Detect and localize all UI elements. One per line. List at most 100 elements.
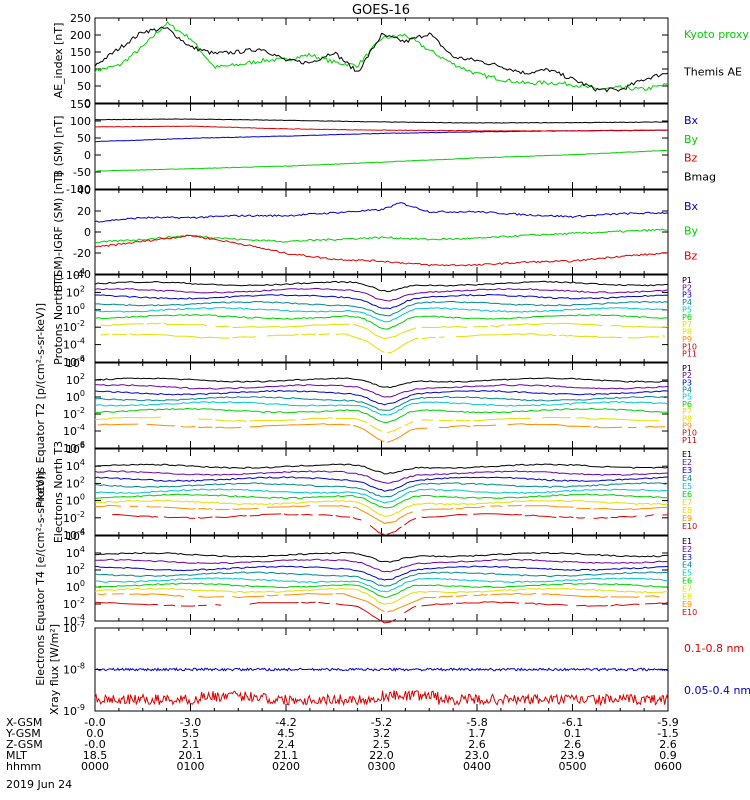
legend-entry: P11 (682, 350, 697, 359)
ephemeris-value: 5.5 (182, 727, 200, 740)
legend-entry: 0.05-0.4 nm (684, 684, 750, 697)
y-tick-label: 10-2 (63, 319, 85, 334)
y-tick-label: 10-4 (63, 337, 85, 352)
flux-channel-line (94, 407, 669, 423)
ephemeris-value: 0.9 (659, 749, 677, 762)
y-tick-label: 100 (66, 389, 85, 404)
legend-entry: Bz (684, 152, 698, 165)
y-tick-label: -100 (66, 183, 91, 196)
y-tick-label: 10-4 (63, 423, 85, 438)
legend-entry: E2 (682, 458, 692, 467)
legend-entry: Bmag (684, 170, 716, 183)
y-tick-label: 250 (70, 12, 91, 25)
flux-channel-line (94, 300, 669, 317)
series-line-themis-ae (94, 26, 669, 93)
y-tick-label: 0 (84, 226, 91, 239)
flux-channel-line (94, 416, 660, 434)
ephemeris-value: 22.0 (369, 749, 394, 762)
y-axis-label: Protons Equator T2 [p/(cm²-s-sr-keV)] (34, 303, 47, 508)
y-tick-label: 10-2 (63, 510, 85, 525)
y-tick-label: 10-7 (63, 620, 85, 635)
legend-entry: P8 (682, 414, 692, 423)
y-tick-label: 100 (70, 115, 91, 128)
ephemeris-value: 21.1 (274, 749, 299, 762)
y-tick-label: 102 (66, 284, 85, 299)
ephemeris-value: 2.4 (277, 738, 295, 751)
flux-channel-line (94, 582, 669, 598)
y-tick-label: 104 (66, 355, 85, 370)
ephemeris-value: -4.2 (275, 716, 296, 729)
y-tick-label: 100 (66, 493, 85, 508)
y-axis-label: Electrons North T3 (52, 441, 65, 543)
y-tick-label: 10-2 (63, 596, 85, 611)
ephemeris-value: 1.7 (468, 727, 486, 740)
legend-entry: P2 (682, 371, 692, 380)
panel-2: -100 -50 0 50 100 150 B (SM) [nT] Bx By Bz Bmag (52, 98, 716, 196)
y-tick-label: 20 (77, 205, 91, 218)
y-tick-label: 10-9 (63, 703, 85, 718)
ephemeris-value: -0.0 (84, 716, 105, 729)
legend-entry: E3 (682, 466, 692, 475)
y-tick-label: 100 (70, 63, 91, 76)
y-tick-label: 106 (66, 528, 85, 543)
flux-channel-line (94, 482, 669, 498)
ephemeris-value: 0.0 (86, 727, 104, 740)
panel-3: -40 -20 0 20 40 B (SM)-IGRF (SM) [nT] Bx By Bz (52, 172, 699, 292)
ephemeris-value: 2.1 (182, 738, 200, 751)
legend-entry: 0.1-0.8 nm (684, 642, 744, 655)
ephemeris-value: -6.1 (562, 716, 583, 729)
ephemeris-row-label: MLT (6, 749, 27, 762)
ephemeris-value: 0200 (272, 760, 300, 773)
legend-entry: P4 (682, 298, 692, 307)
ephemeris-value: 0500 (559, 760, 587, 773)
legend-entry: E5 (682, 482, 692, 491)
series-line-by (94, 228, 669, 244)
ephemeris-value: -5.9 (657, 716, 678, 729)
panel-frame (94, 274, 669, 363)
legend-entry: P11 (682, 436, 697, 445)
series-line-bx (94, 202, 669, 223)
ephemeris-value: 2.6 (659, 738, 677, 751)
legend-entry: Bx (684, 200, 699, 213)
xray-line (94, 667, 669, 672)
flux-channel-line (94, 280, 669, 293)
legend-entry: E4 (682, 474, 692, 483)
plot-title: GOES-16 (352, 3, 410, 18)
y-tick-label: 104 (66, 458, 85, 473)
legend-entry: P3 (682, 291, 692, 300)
flux-channel-line (94, 470, 669, 484)
legend-entry: E7 (682, 498, 692, 507)
y-tick-label: 100 (66, 579, 85, 594)
y-axis-label: AE_index [nT] (52, 23, 65, 99)
ephemeris-value: 0100 (177, 760, 205, 773)
legend-entry: P5 (682, 393, 692, 402)
ephemeris-table: X-GSM -0.0 -3.0 -4.2 -5.2 -5.8 -6.1 -5.9 Y-GSM 0.… (5, 716, 682, 773)
flux-channel-line (94, 488, 669, 504)
flux-channel-line (94, 601, 669, 624)
y-tick-label: 10-2 (63, 406, 85, 421)
legend-entry: P10 (682, 342, 697, 351)
y-tick-label: -20 (73, 247, 91, 260)
legend-entry: P9 (682, 421, 692, 430)
legend-entry: P2 (682, 283, 692, 292)
flux-channel-line (94, 463, 669, 475)
flux-channel-line (94, 587, 669, 605)
legend-entry: By (684, 133, 699, 146)
y-tick-label: 100 (66, 302, 85, 317)
legend-entry: P6 (682, 400, 692, 409)
y-tick-label: 200 (70, 29, 91, 42)
ephemeris-row-label: hhmm (6, 760, 41, 773)
ephemeris-value: 0400 (463, 760, 491, 773)
panel-1: 0 50 100 150 200 250 AE_index [nT] Kyoto proxy … (52, 12, 750, 110)
legend-entry: E10 (682, 522, 697, 531)
legend-entry: P1 (682, 364, 692, 373)
legend-entry: Bx (684, 114, 699, 127)
legend-entry: P8 (682, 328, 692, 337)
ephemeris-value: 0000 (81, 760, 109, 773)
ephemeris-value: 3.2 (373, 727, 391, 740)
flux-channel-line (100, 333, 666, 354)
legend-entry: E8 (682, 506, 692, 515)
